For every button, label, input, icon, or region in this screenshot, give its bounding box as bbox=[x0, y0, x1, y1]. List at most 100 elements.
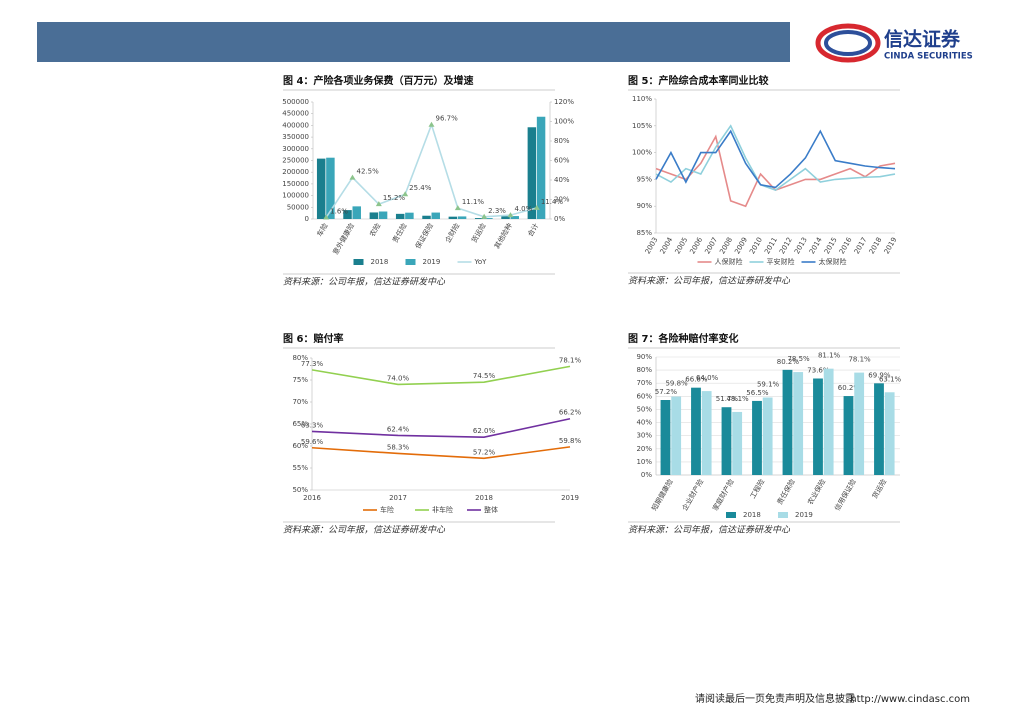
y-tick-label: 75% bbox=[292, 376, 308, 384]
line-marker bbox=[323, 214, 330, 220]
x-tick-label: 2018 bbox=[475, 494, 493, 502]
y-tick-label: 200000 bbox=[282, 168, 309, 176]
bar bbox=[793, 372, 804, 475]
y2-tick-label: 0% bbox=[554, 215, 565, 223]
series-line bbox=[311, 417, 571, 439]
data-label: 15.2% bbox=[383, 194, 406, 202]
x-tick-label: 2017 bbox=[389, 494, 407, 502]
y-tick-label: 110% bbox=[632, 95, 652, 103]
figure-title: 图 7：各险种赔付率变化 bbox=[628, 332, 738, 345]
x-tick-label: 2003 bbox=[644, 236, 660, 255]
bar bbox=[854, 372, 865, 475]
data-label: 1.6% bbox=[330, 207, 348, 215]
y-tick-label: 85% bbox=[636, 229, 652, 237]
data-label: 57.2% bbox=[655, 388, 678, 396]
line-marker bbox=[349, 174, 356, 180]
figure-source: 资料来源：公司年报，信达证券研发中心 bbox=[283, 525, 446, 536]
legend-label: YoY bbox=[474, 258, 488, 266]
figure-source: 资料来源：公司年报，信达证券研发中心 bbox=[283, 277, 446, 288]
legend-swatch bbox=[405, 259, 416, 265]
y-tick-label: 450000 bbox=[282, 110, 309, 118]
data-label: 78.1% bbox=[848, 356, 871, 364]
bar bbox=[752, 400, 762, 475]
bar bbox=[448, 216, 458, 219]
series-line bbox=[311, 446, 571, 460]
data-label: 74.5% bbox=[473, 372, 496, 380]
x-tick-label: 家庭财产险 bbox=[710, 478, 735, 513]
data-label: 66.6% bbox=[685, 376, 708, 384]
x-tick-label: 企财险 bbox=[443, 222, 461, 245]
x-tick-label: 2006 bbox=[688, 236, 704, 256]
x-tick-label: 车险 bbox=[315, 222, 330, 239]
y-tick-label: 350000 bbox=[282, 133, 309, 141]
bar bbox=[782, 369, 793, 475]
bar bbox=[378, 211, 388, 219]
data-label: 60.2% bbox=[838, 384, 861, 392]
bar bbox=[843, 396, 854, 475]
y-tick-label: 105% bbox=[632, 122, 652, 130]
bar bbox=[884, 392, 895, 475]
bar bbox=[536, 116, 546, 219]
y-tick-label: 60% bbox=[636, 392, 652, 400]
series-line bbox=[311, 365, 571, 386]
legend-label: 太保财险 bbox=[819, 257, 847, 266]
legend-swatch bbox=[353, 259, 364, 265]
logo-en: CINDA SECURITIES bbox=[884, 52, 973, 62]
figure-title: 图 6：赔付率 bbox=[283, 332, 343, 345]
data-label: 48.1% bbox=[726, 395, 749, 403]
header-band bbox=[37, 22, 790, 62]
x-tick-label: 2017 bbox=[853, 236, 869, 255]
y-tick-label: 500000 bbox=[282, 98, 309, 106]
data-label: 81.1% bbox=[818, 352, 841, 360]
data-label: 25.4% bbox=[409, 184, 432, 192]
data-label: 78.5% bbox=[787, 355, 810, 363]
y-tick-label: 90% bbox=[636, 353, 652, 361]
line-marker bbox=[507, 212, 514, 218]
legend-label: 平安财险 bbox=[767, 257, 795, 266]
bar bbox=[813, 378, 823, 475]
legend-label: 整体 bbox=[484, 505, 498, 514]
bar bbox=[369, 212, 379, 219]
legend-label: 人保财险 bbox=[715, 257, 743, 266]
bar bbox=[660, 400, 671, 475]
data-label: 59.8% bbox=[559, 437, 582, 445]
legend-label: 2018 bbox=[371, 258, 389, 266]
line-marker bbox=[428, 121, 435, 127]
figure-title: 图 5：产险综合成本率同业比较 bbox=[628, 74, 768, 87]
y-tick-label: 90% bbox=[636, 202, 652, 210]
y-tick-label: 70% bbox=[636, 379, 652, 387]
bar bbox=[527, 127, 537, 219]
y-tick-label: 65% bbox=[292, 420, 308, 428]
y2-tick-label: 40% bbox=[554, 176, 570, 184]
x-tick-label: 责任险 bbox=[390, 222, 408, 245]
footer-disclaimer: 请阅读最后一页免责声明及信息披露 bbox=[695, 692, 855, 705]
x-tick-label: 2010 bbox=[748, 236, 764, 255]
y-tick-label: 50000 bbox=[287, 203, 309, 211]
figure-source: 资料来源：公司年报，信达证券研发中心 bbox=[628, 276, 791, 287]
x-tick-label: 其他险种 bbox=[492, 222, 514, 251]
legend-label: 非车险 bbox=[432, 505, 453, 514]
bar bbox=[484, 218, 493, 219]
data-label: 62.4% bbox=[387, 425, 410, 433]
y-tick-label: 80% bbox=[292, 354, 308, 362]
data-label: 59.6% bbox=[301, 438, 324, 446]
data-label: 11.1% bbox=[462, 198, 485, 206]
data-label: 59.8% bbox=[665, 380, 688, 388]
data-label: 64.0% bbox=[696, 374, 719, 382]
x-tick-label: 货运险 bbox=[469, 222, 487, 245]
y-tick-label: 10% bbox=[636, 458, 652, 466]
x-tick-label: 短期健康险 bbox=[649, 478, 674, 513]
y-tick-label: 55% bbox=[292, 464, 308, 472]
bar bbox=[732, 411, 743, 475]
data-label: 4.0% bbox=[515, 205, 533, 213]
x-tick-label: 农险 bbox=[368, 222, 383, 239]
line-marker bbox=[533, 204, 540, 210]
x-tick-label: 2014 bbox=[808, 236, 824, 256]
legend-label: 车险 bbox=[380, 505, 394, 514]
x-tick-label: 合计 bbox=[526, 222, 541, 239]
x-tick-label: 2019 bbox=[883, 236, 899, 255]
x-tick-label: 2012 bbox=[778, 236, 794, 255]
data-label: 78.1% bbox=[559, 356, 582, 364]
legend-label: 2018 bbox=[743, 511, 761, 519]
